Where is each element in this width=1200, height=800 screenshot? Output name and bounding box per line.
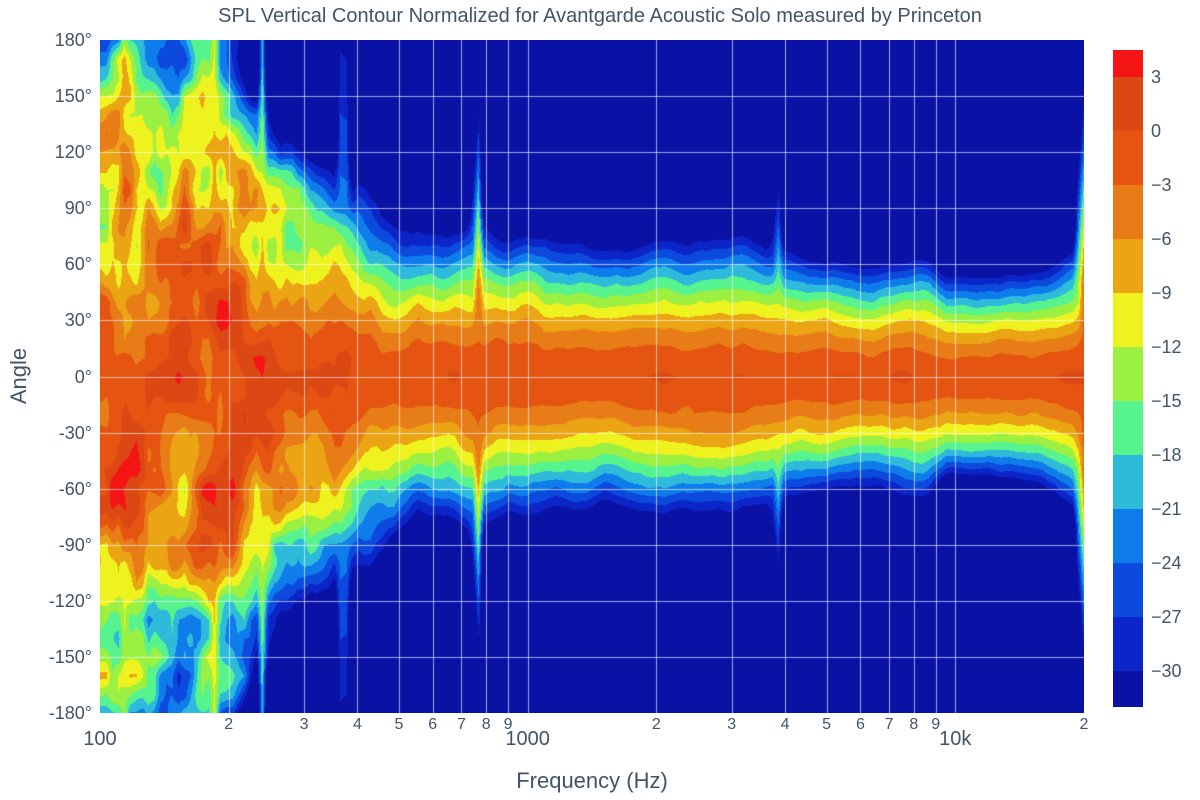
colorbar-segment <box>1113 131 1143 185</box>
colorbar-tick-label: −18 <box>1151 445 1182 465</box>
colorbar-segment <box>1113 185 1143 239</box>
x-tick-label-minor: 6 <box>428 716 438 733</box>
colorbar-tick-label: −30 <box>1151 661 1182 681</box>
x-tick-label-minor: 3 <box>299 716 309 733</box>
x-tick-label-minor: 5 <box>394 716 404 733</box>
colorbar-tick-label: −6 <box>1151 229 1172 249</box>
y-tick-label: -150° <box>48 646 92 667</box>
colorbar-tick-label: 0 <box>1151 121 1162 141</box>
colorbar-segment <box>1113 509 1143 563</box>
colorbar-segment <box>1113 455 1143 509</box>
y-tick-label: 150° <box>54 86 92 107</box>
colorbar-tick-label: −24 <box>1151 553 1182 573</box>
contour-plot-area[interactable] <box>100 40 1084 713</box>
x-tick-label-minor: 8 <box>909 716 919 733</box>
y-tick-label: -180° <box>48 703 92 723</box>
colorbar-segment <box>1113 401 1143 455</box>
x-tick-label-minor: 9 <box>931 716 941 733</box>
x-tick-label-minor: 7 <box>884 716 894 733</box>
colorbar-segment <box>1113 293 1143 347</box>
x-tick-label-major: 1000 <box>505 728 550 750</box>
colorbar-tick-label: −21 <box>1151 499 1182 519</box>
y-tick-label: 120° <box>54 142 92 163</box>
x-tick-label-minor: 2 <box>1079 716 1089 733</box>
x-tick-label-major: 100 <box>83 728 117 750</box>
y-tick-label: 30° <box>64 310 92 331</box>
colorbar-segment <box>1113 77 1143 131</box>
chart-title: SPL Vertical Contour Normalized for Avan… <box>218 5 982 27</box>
colorbar-tick-label: −15 <box>1151 391 1182 411</box>
colorbar-segment <box>1113 671 1143 707</box>
x-tick-label-minor: 2 <box>651 716 661 733</box>
colorbar-segment <box>1113 50 1143 77</box>
x-tick-label-minor: 9 <box>503 716 513 733</box>
x-tick-label-minor: 8 <box>481 716 491 733</box>
x-tick-label-minor: 4 <box>353 716 362 733</box>
y-tick-label: 90° <box>64 198 92 219</box>
colorbar-tick-label: 3 <box>1151 67 1162 87</box>
x-tick-label-minor: 3 <box>727 716 737 733</box>
y-tick-label: -60° <box>58 478 92 499</box>
colorbar-segment <box>1113 563 1143 617</box>
y-tick-label: -120° <box>48 590 92 611</box>
x-tick-label-minor: 5 <box>822 716 831 733</box>
colorbar-tick-label: −27 <box>1151 607 1182 627</box>
y-tick-label: 60° <box>64 254 92 275</box>
colorbar-segment <box>1113 617 1143 671</box>
x-tick-label-minor: 7 <box>456 716 466 733</box>
y-tick-label: 0° <box>74 366 92 387</box>
colorbar-tick-label: −3 <box>1151 175 1172 195</box>
y-tick-label: -90° <box>58 534 92 555</box>
colorbar-segment <box>1113 239 1143 293</box>
y-tick-label: 180° <box>54 30 92 50</box>
colorbar-segment <box>1113 347 1143 401</box>
x-tick-label-minor: 6 <box>855 716 865 733</box>
x-axis-title: Frequency (Hz) <box>516 768 668 793</box>
y-tick-label: -30° <box>58 422 92 443</box>
colorbar-tick-label: −12 <box>1151 337 1182 357</box>
colorbar <box>1113 50 1143 707</box>
x-tick-label-major: 10k <box>939 728 972 750</box>
x-tick-label-minor: 2 <box>224 716 234 733</box>
colorbar-tick-label: −9 <box>1151 283 1172 303</box>
x-tick-label-minor: 4 <box>780 716 790 733</box>
